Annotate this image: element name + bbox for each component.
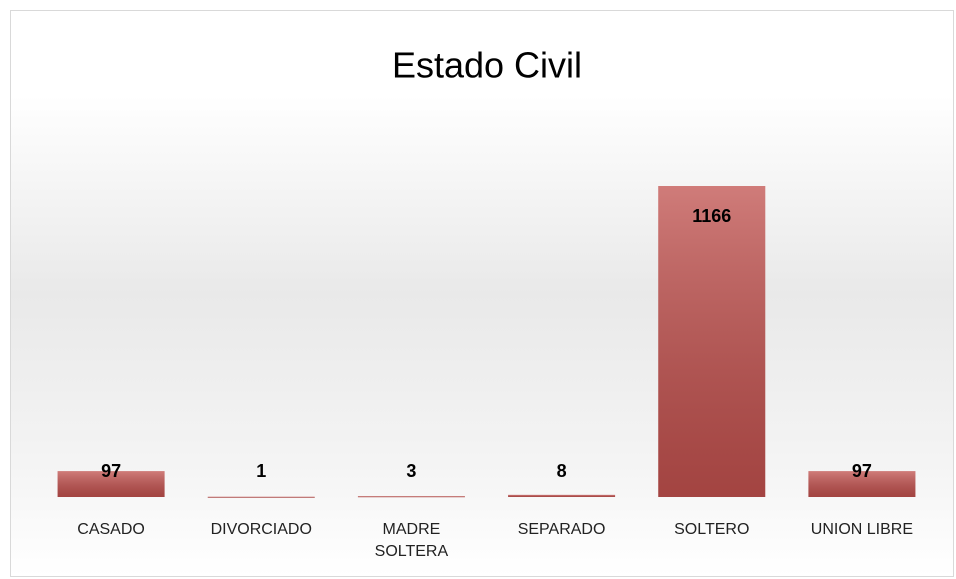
value-label: 1166: [692, 206, 731, 226]
chart-frame: [10, 10, 954, 577]
x-tick-label: MADRE SOLTERA: [374, 521, 449, 560]
bar: [207, 496, 315, 498]
x-tick-label: CASADO: [77, 521, 145, 538]
value-label: 97: [101, 461, 121, 481]
x-tick-label: SOLTERO: [674, 521, 750, 538]
x-tick-label: DIVORCIADO: [210, 521, 312, 538]
bar: [508, 494, 616, 497]
chart-title: Estado Civil: [392, 45, 582, 86]
x-tick-label: UNION LIBRE: [810, 521, 914, 538]
value-label: 97: [852, 461, 872, 481]
bar: [357, 496, 465, 498]
value-label: 1: [256, 461, 266, 481]
value-label: 8: [557, 461, 567, 481]
bar: [658, 186, 766, 497]
x-tick-label: SEPARADO: [517, 521, 606, 538]
value-label: 3: [406, 461, 416, 481]
